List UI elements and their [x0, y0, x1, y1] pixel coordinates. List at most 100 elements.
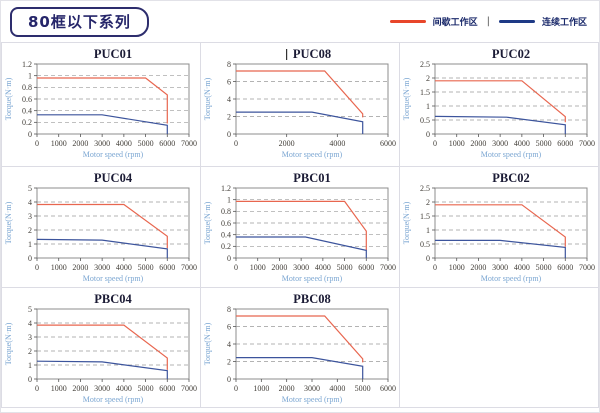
svg-text:5000: 5000: [355, 384, 371, 393]
svg-text:6000: 6000: [557, 139, 573, 148]
svg-text:4: 4: [227, 340, 231, 349]
svg-text:1: 1: [426, 102, 430, 111]
chart-title: PUC01: [94, 47, 132, 61]
svg-text:7000: 7000: [181, 384, 197, 393]
svg-text:3000: 3000: [94, 263, 110, 272]
svg-text:0: 0: [426, 254, 430, 263]
svg-text:5000: 5000: [536, 263, 552, 272]
chart-cell-puc08: PUC08 0 2 4 6 8 0 2000 4000 6000 Motor speed (rpm…: [201, 43, 400, 167]
svg-text:5000: 5000: [536, 139, 552, 148]
svg-text:2000: 2000: [72, 384, 88, 393]
svg-text:Motor speed (rpm): Motor speed (rpm): [83, 395, 144, 404]
chart-cell-pbc08: PBC08 0 2 4 6 8 0 1000 2000 3000 4000 5000 6000 Moto…: [201, 288, 400, 408]
svg-text:1: 1: [28, 240, 32, 249]
svg-text:1000: 1000: [449, 139, 465, 148]
svg-text:2000: 2000: [279, 384, 295, 393]
chart-plot-area: 0 2 4 6 8 0 1000 2000 3000 4000 5000 6000 Motor spee…: [203, 305, 396, 404]
svg-text:Motor speed (rpm): Motor speed (rpm): [83, 150, 144, 159]
chart-grid: PUC01 0 0.2 0.4 0.6 0.8 1 1.2 0 1000 2000 3000 4000…: [1, 42, 599, 408]
svg-text:3000: 3000: [293, 263, 309, 272]
svg-text:0.4: 0.4: [221, 230, 231, 239]
svg-text:0: 0: [28, 375, 32, 384]
svg-text:1000: 1000: [449, 263, 465, 272]
chart-puc08: PUC08 0 2 4 6 8 0 2000 4000 6000 Motor speed (rpm…: [203, 47, 396, 159]
svg-text:0.4: 0.4: [22, 106, 32, 115]
svg-text:0: 0: [35, 139, 39, 148]
svg-text:2: 2: [426, 198, 430, 207]
svg-text:5: 5: [28, 184, 32, 193]
chart-plot-area: 0 2 4 6 8 0 2000 4000 6000 Motor speed (rpm) Torqu…: [203, 49, 396, 159]
svg-text:1: 1: [426, 226, 430, 235]
svg-text:6000: 6000: [159, 263, 175, 272]
svg-text:6000: 6000: [358, 263, 374, 272]
chart-cell-pbc02: PBC02 0 0.5 1 1.5 2 2.5 0 1000 2000 3000 4000 5000 6…: [400, 167, 599, 288]
svg-text:2: 2: [227, 357, 231, 366]
svg-text:0.2: 0.2: [22, 118, 32, 127]
svg-text:5000: 5000: [138, 263, 154, 272]
svg-text:0: 0: [227, 254, 231, 263]
svg-text:2: 2: [227, 112, 231, 121]
svg-text:1: 1: [28, 71, 32, 80]
svg-text:4000: 4000: [329, 139, 345, 148]
series-title-badge: 80框以下系列: [10, 6, 149, 37]
svg-text:Torque(N·m): Torque(N·m): [4, 201, 13, 244]
svg-text:7000: 7000: [181, 263, 197, 272]
svg-text:3000: 3000: [94, 139, 110, 148]
chart-title: PBC04: [94, 292, 132, 306]
svg-text:7000: 7000: [579, 139, 595, 148]
svg-text:Motor speed (rpm): Motor speed (rpm): [282, 395, 343, 404]
svg-text:0: 0: [35, 263, 39, 272]
svg-text:Torque(N·m): Torque(N·m): [203, 201, 212, 244]
chart-plot-area: 0 0.2 0.4 0.6 0.8 1 1.2 0 1000 2000 3000 4000 5000 60…: [203, 184, 396, 283]
svg-text:6000: 6000: [159, 139, 175, 148]
svg-text:0: 0: [426, 130, 430, 139]
svg-text:1.5: 1.5: [420, 88, 430, 97]
svg-text:Motor speed (rpm): Motor speed (rpm): [282, 150, 343, 159]
svg-text:3: 3: [28, 212, 32, 221]
svg-text:4000: 4000: [315, 263, 331, 272]
svg-text:7000: 7000: [181, 139, 197, 148]
svg-text:7000: 7000: [579, 263, 595, 272]
chart-plot-area: 0 1 2 3 4 5 0 1000 2000 3000 4000 5000 6000 7000 Motor…: [4, 184, 197, 283]
svg-text:1000: 1000: [250, 263, 266, 272]
svg-text:3: 3: [28, 333, 32, 342]
svg-text:Torque(N·m): Torque(N·m): [4, 322, 13, 365]
svg-text:2: 2: [426, 74, 430, 83]
svg-text:2000: 2000: [72, 263, 88, 272]
chart-cell-puc04: PUC04 0 1 2 3 4 5 0 1000 2000 3000 4000 5000 6000 700…: [2, 167, 201, 288]
chart-cell-pbc04: PBC04 0 1 2 3 4 5 0 1000 2000 3000 4000 5000 6000 700…: [2, 288, 201, 408]
svg-text:Torque(N·m): Torque(N·m): [203, 322, 212, 365]
chart-title: PUC02: [492, 47, 530, 61]
chart-pbc01: PBC01 0 0.2 0.4 0.6 0.8 1 1.2 0 1000 2000 3000 4000…: [203, 171, 396, 283]
svg-text:6000: 6000: [557, 263, 573, 272]
svg-text:Motor speed (rpm): Motor speed (rpm): [83, 274, 144, 283]
legend-line-continuous-icon: [498, 20, 535, 23]
svg-text:2.5: 2.5: [420, 184, 430, 193]
svg-text:Motor speed (rpm): Motor speed (rpm): [282, 274, 343, 283]
chart-title: PBC08: [293, 292, 331, 306]
chart-pbc02: PBC02 0 0.5 1 1.5 2 2.5 0 1000 2000 3000 4000 5000 6…: [402, 171, 595, 283]
svg-text:2: 2: [28, 226, 32, 235]
chart-cell-puc01: PUC01 0 0.2 0.4 0.6 0.8 1 1.2 0 1000 2000 3000 4000…: [2, 43, 201, 167]
svg-text:1000: 1000: [253, 384, 269, 393]
svg-text:Motor speed (rpm): Motor speed (rpm): [481, 150, 542, 159]
chart-plot-area: 0 1 2 3 4 5 0 1000 2000 3000 4000 5000 6000 7000 Motor…: [4, 305, 197, 404]
svg-text:1000: 1000: [51, 263, 67, 272]
svg-text:1.2: 1.2: [221, 184, 231, 193]
svg-text:0: 0: [28, 130, 32, 139]
svg-text:6000: 6000: [159, 384, 175, 393]
svg-text:1: 1: [28, 361, 32, 370]
svg-text:1.5: 1.5: [420, 212, 430, 221]
svg-text:Motor speed (rpm): Motor speed (rpm): [481, 274, 542, 283]
svg-text:4000: 4000: [116, 384, 132, 393]
svg-text:1000: 1000: [51, 139, 67, 148]
svg-text:2000: 2000: [470, 139, 486, 148]
legend-label-continuous: 连续工作区: [541, 18, 587, 28]
svg-text:7000: 7000: [380, 263, 396, 272]
svg-text:5000: 5000: [138, 384, 154, 393]
svg-text:4: 4: [227, 95, 231, 104]
svg-text:5: 5: [28, 305, 32, 314]
svg-text:6: 6: [227, 77, 231, 86]
svg-text:0.5: 0.5: [420, 240, 430, 249]
